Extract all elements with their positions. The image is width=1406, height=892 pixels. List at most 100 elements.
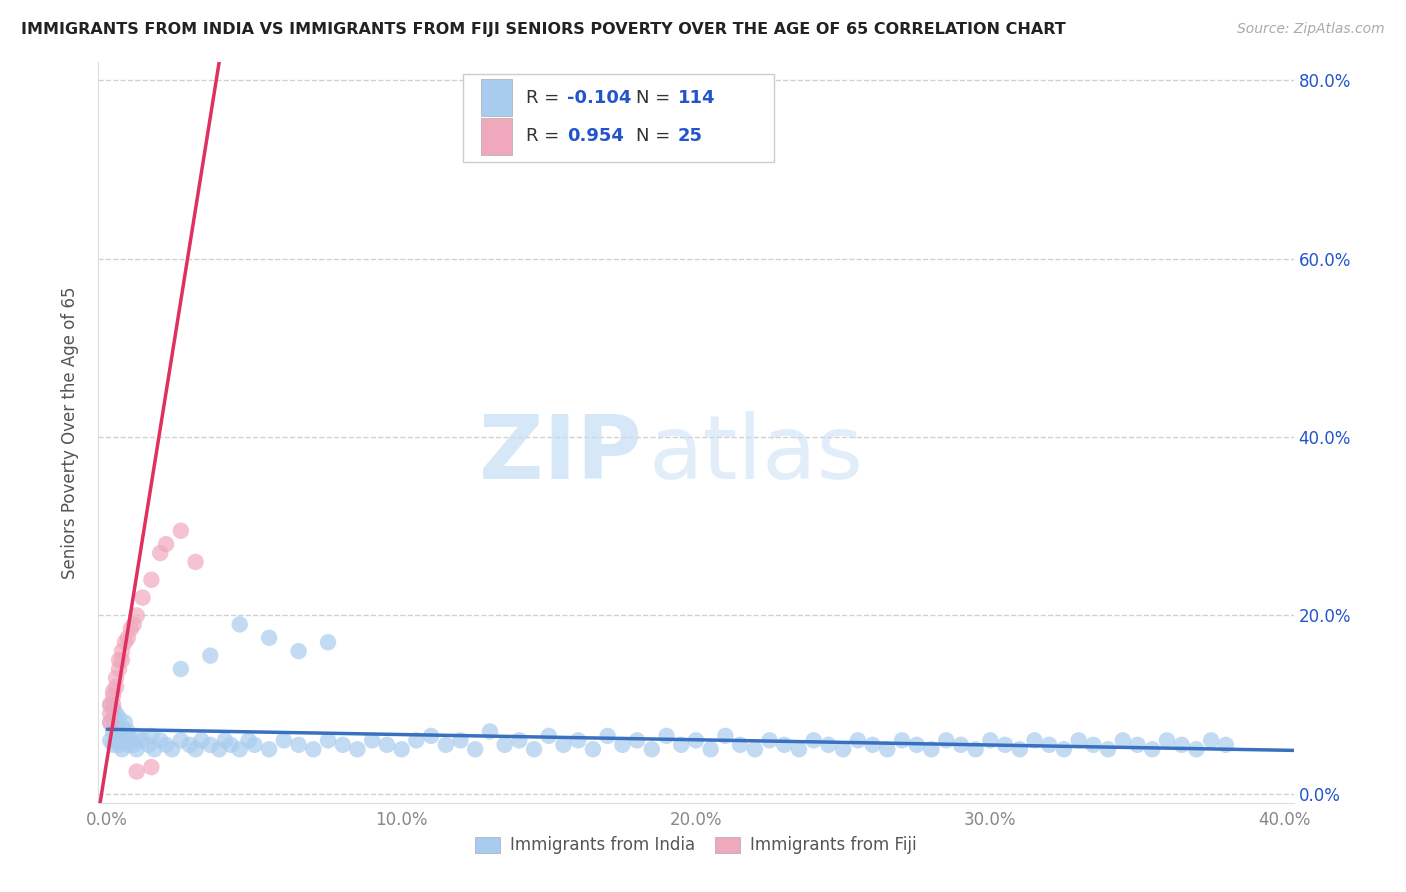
Point <box>117 724 139 739</box>
Text: ZIP: ZIP <box>479 411 643 499</box>
Point <box>965 742 987 756</box>
Point <box>149 733 172 747</box>
Point <box>184 742 207 756</box>
Point <box>184 555 207 569</box>
Point <box>98 733 121 747</box>
Point <box>803 733 825 747</box>
Text: IMMIGRANTS FROM INDIA VS IMMIGRANTS FROM FIJI SENIORS POVERTY OVER THE AGE OF 65: IMMIGRANTS FROM INDIA VS IMMIGRANTS FROM… <box>21 22 1066 37</box>
Text: R =: R = <box>526 127 565 145</box>
Point <box>257 631 280 645</box>
Point <box>1185 742 1208 756</box>
Point <box>170 662 193 676</box>
Point <box>238 733 260 747</box>
FancyBboxPatch shape <box>481 118 512 154</box>
Text: 114: 114 <box>678 89 716 107</box>
Point <box>111 742 134 756</box>
Point <box>108 662 131 676</box>
Point <box>1067 733 1090 747</box>
Point <box>111 644 134 658</box>
Point <box>434 738 457 752</box>
Point <box>655 729 678 743</box>
FancyBboxPatch shape <box>463 73 773 162</box>
Point <box>105 720 128 734</box>
Point <box>190 733 212 747</box>
Point <box>138 738 160 752</box>
Point <box>111 720 134 734</box>
Point <box>101 684 124 698</box>
Point <box>1156 733 1178 747</box>
Point <box>122 617 145 632</box>
Point <box>1126 738 1149 752</box>
Text: 25: 25 <box>678 127 703 145</box>
Point <box>98 706 121 721</box>
Point <box>160 742 183 756</box>
Point <box>714 729 737 743</box>
Point <box>787 742 810 756</box>
Point <box>346 742 368 756</box>
Point <box>1053 742 1076 756</box>
Point <box>862 738 884 752</box>
Point <box>170 524 193 538</box>
Point <box>219 738 242 752</box>
Point <box>111 653 134 667</box>
Point <box>243 738 266 752</box>
Point <box>208 742 231 756</box>
Point <box>101 738 124 752</box>
Point <box>1112 733 1135 747</box>
Point <box>214 733 236 747</box>
Point <box>494 738 516 752</box>
Point <box>626 733 648 747</box>
Point <box>302 742 325 756</box>
Point <box>391 742 413 756</box>
Point <box>832 742 855 756</box>
Point <box>120 622 142 636</box>
Point <box>1038 738 1060 752</box>
Point <box>141 760 163 774</box>
Point <box>1142 742 1164 756</box>
Point <box>979 733 1001 747</box>
Point <box>920 742 942 756</box>
Point <box>200 648 222 663</box>
Point <box>567 733 589 747</box>
Point <box>671 738 693 752</box>
Point <box>114 715 136 730</box>
Point <box>101 702 124 716</box>
Point <box>582 742 605 756</box>
Point <box>101 724 124 739</box>
Point <box>699 742 721 756</box>
Text: N =: N = <box>637 127 676 145</box>
Point <box>228 617 250 632</box>
Text: R =: R = <box>526 89 565 107</box>
Point <box>375 738 398 752</box>
Point <box>170 733 193 747</box>
Point <box>758 733 780 747</box>
Point <box>131 733 153 747</box>
Point <box>508 733 530 747</box>
Point <box>149 546 172 560</box>
Text: atlas: atlas <box>648 411 863 499</box>
Point <box>125 729 148 743</box>
Point <box>905 738 928 752</box>
Point <box>846 733 869 747</box>
FancyBboxPatch shape <box>481 79 512 116</box>
Text: N =: N = <box>637 89 676 107</box>
Point <box>450 733 472 747</box>
Point <box>101 711 124 725</box>
Point <box>287 738 309 752</box>
Point <box>405 733 427 747</box>
Point <box>596 729 619 743</box>
Point <box>273 733 295 747</box>
Point <box>122 738 145 752</box>
Point <box>125 742 148 756</box>
Point <box>332 738 354 752</box>
Point <box>105 706 128 721</box>
Point <box>108 711 131 725</box>
Point <box>141 573 163 587</box>
Point <box>141 729 163 743</box>
Point <box>101 698 124 712</box>
Point <box>155 738 177 752</box>
Point <box>1199 733 1222 747</box>
Point <box>1170 738 1192 752</box>
Point <box>316 733 339 747</box>
Point <box>478 724 501 739</box>
